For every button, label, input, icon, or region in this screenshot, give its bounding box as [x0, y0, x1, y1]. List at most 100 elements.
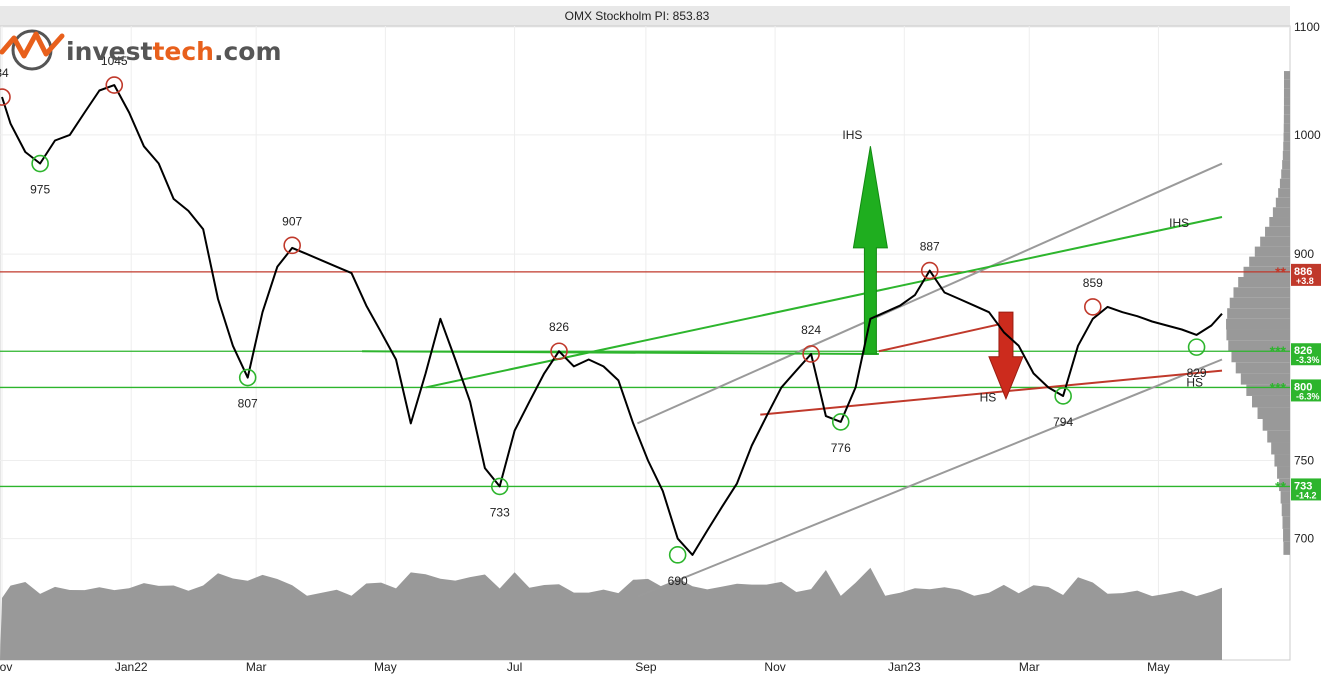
x-tick-label: Mar: [246, 660, 267, 674]
swing-high-label: 907: [282, 214, 302, 228]
level-badge: [1291, 263, 1321, 286]
volume-profile-bar: [1277, 466, 1290, 479]
volume-profile-bar: [1265, 226, 1290, 237]
x-tick-label: ov: [0, 660, 12, 674]
swing-low-marker: [238, 368, 257, 387]
volume-profile-bar: [1283, 123, 1290, 133]
volume-profile-bar: [1257, 407, 1290, 419]
volume-profile-bar: [1252, 395, 1290, 408]
level-percent: -14.2: [1296, 490, 1317, 500]
level-stars: ***: [1270, 379, 1287, 395]
volume-area-shape: [0, 567, 1222, 660]
volume-profile-bar: [1283, 71, 1290, 80]
x-axis: ov Jan22 Mar May Jul Sep Nov Jan23 Mar May: [0, 660, 1170, 674]
title-bar: [0, 6, 1290, 26]
volume-profile-bar: [1279, 178, 1290, 189]
volume-profile-bar: [1283, 97, 1290, 106]
volume-profile-bar: [1271, 442, 1290, 455]
volume-profile-bar: [1272, 207, 1290, 218]
swing-low-marker: [668, 546, 687, 564]
x-tick-label: Jul: [507, 660, 522, 674]
pattern-arrows: [852, 146, 1024, 401]
volume-profile-bar: [1240, 373, 1290, 385]
volume-profile-bar: [1249, 256, 1290, 267]
level-stars: ***: [1270, 343, 1287, 359]
swing-low-marker: [490, 477, 509, 496]
level-stars: **: [1275, 264, 1286, 280]
volume-area: [0, 567, 1222, 660]
x-tick-label: May: [1147, 660, 1170, 674]
pattern-labels: IHS IHS HS HS: [842, 128, 1203, 405]
level-percent: -6.3%: [1296, 391, 1320, 401]
level-percent: +3.8: [1296, 276, 1314, 286]
y-tick-label: 700: [1294, 532, 1314, 546]
swing-high-marker: [1083, 298, 1102, 316]
swing-low-marker: [31, 154, 49, 173]
volume-profile-bar: [1282, 160, 1290, 170]
swing-low-marker: [831, 413, 850, 431]
volume-profile-bar: [1267, 430, 1290, 443]
swing-high-marker: [550, 342, 568, 361]
y-tick-label: 1100: [1294, 20, 1320, 34]
swing-high-marker: [0, 88, 11, 106]
volume-profile-bar: [1283, 88, 1290, 98]
level-value: 800: [1294, 381, 1312, 393]
channel-lower-line: [637, 358, 1223, 598]
hs-neckline: [878, 321, 1007, 353]
swing-low-label: 733: [490, 505, 510, 519]
investtech-logo: investtech.com: [0, 29, 282, 71]
level-badge: [1291, 478, 1321, 501]
y-tick-label: 1000: [1294, 128, 1321, 142]
price-series: [1, 84, 1223, 556]
volume-profile-bar: [1281, 169, 1290, 179]
swing-low-label: 807: [238, 397, 258, 411]
volume-profile-bar: [1226, 318, 1290, 330]
swing-low-label: 829: [1187, 366, 1207, 380]
swing-low-label: 794: [1053, 415, 1073, 429]
swing-low-marker: [1054, 387, 1072, 405]
swing-high-marker: [802, 345, 820, 363]
volume-profile-bar: [1275, 197, 1290, 208]
swing-markers: 34 1045 907 826 824 887 859 975 807 733 690 776 794 8…: [0, 54, 1207, 588]
swing-low-label: 776: [831, 441, 851, 455]
volume-profile-bar: [1283, 141, 1290, 151]
support-resistance-levels: ** 886+3.8*** 826-3.3%*** 800-6.3%** 733-14.…: [0, 263, 1321, 501]
chart-title: OMX Stockholm PI: 853.83: [565, 9, 710, 23]
logo-text-invest: invest: [66, 37, 152, 66]
swing-high-marker: [283, 236, 301, 255]
swing-low-label: 975: [30, 183, 50, 197]
logo-text-com: .com: [214, 37, 282, 66]
x-tick-label: Mar: [1019, 660, 1040, 674]
hs-target-arrow-icon: [988, 311, 1024, 401]
volume-profile-bar: [1283, 541, 1290, 555]
ihs-shoulder-line: [362, 350, 879, 355]
x-tick-label: May: [374, 660, 397, 674]
swing-high-label: 826: [549, 320, 569, 334]
svg-text:investtech.com: investtech.com: [66, 37, 282, 66]
volume-profile-bar: [1254, 246, 1290, 257]
pattern-label-ihs: IHS: [842, 128, 862, 142]
logo-text-tech: tech: [152, 37, 214, 66]
level-badge: [1291, 379, 1321, 402]
swing-high-marker: [920, 261, 939, 280]
level-badge: [1291, 343, 1321, 366]
volume-profile-bar: [1262, 418, 1290, 431]
logo-mark-icon: [0, 29, 65, 71]
x-tick-label: Sep: [635, 660, 657, 674]
x-tick-label: Jan22: [115, 660, 148, 674]
pattern-label-hs-2: HS: [1186, 375, 1203, 389]
volume-profile-bar: [1280, 491, 1290, 504]
channel-upper-line: [637, 162, 1223, 425]
x-tick-label: Nov: [764, 660, 785, 674]
volume-profile-bar: [1260, 236, 1290, 247]
swing-high-label: 824: [801, 323, 821, 337]
volume-profile-bar: [1279, 478, 1290, 492]
volume-profile-bar: [1231, 351, 1290, 363]
level-percent: -3.3%: [1296, 355, 1320, 365]
x-tick-label: Jan23: [888, 660, 921, 674]
swing-high-label: 1045: [101, 54, 128, 68]
volume-profile-bar: [1226, 329, 1290, 341]
swing-high-label: 34: [0, 66, 9, 80]
